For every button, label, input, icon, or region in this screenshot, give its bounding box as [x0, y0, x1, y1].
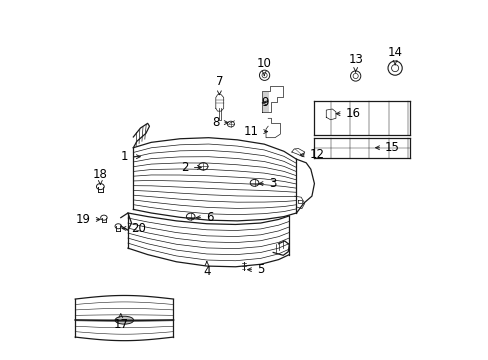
Text: 1: 1 [120, 150, 140, 163]
Text: 15: 15 [375, 141, 399, 154]
Text: 3: 3 [259, 177, 276, 190]
Text: 6: 6 [196, 211, 213, 224]
Text: 16: 16 [335, 107, 360, 120]
Text: 19: 19 [76, 213, 100, 226]
Text: 9: 9 [261, 96, 269, 109]
Text: 20: 20 [122, 222, 146, 235]
Text: 7: 7 [215, 75, 223, 95]
Text: 12: 12 [300, 148, 324, 161]
Text: 11: 11 [244, 125, 267, 138]
Text: 13: 13 [347, 53, 363, 72]
Text: 10: 10 [256, 57, 271, 76]
Text: 4: 4 [203, 262, 210, 278]
Text: 2: 2 [181, 161, 201, 174]
Ellipse shape [115, 316, 133, 324]
Text: 18: 18 [93, 168, 107, 184]
Text: 8: 8 [212, 116, 228, 129]
Text: 14: 14 [387, 46, 402, 65]
Text: 17: 17 [113, 314, 128, 331]
Text: 5: 5 [247, 263, 264, 276]
